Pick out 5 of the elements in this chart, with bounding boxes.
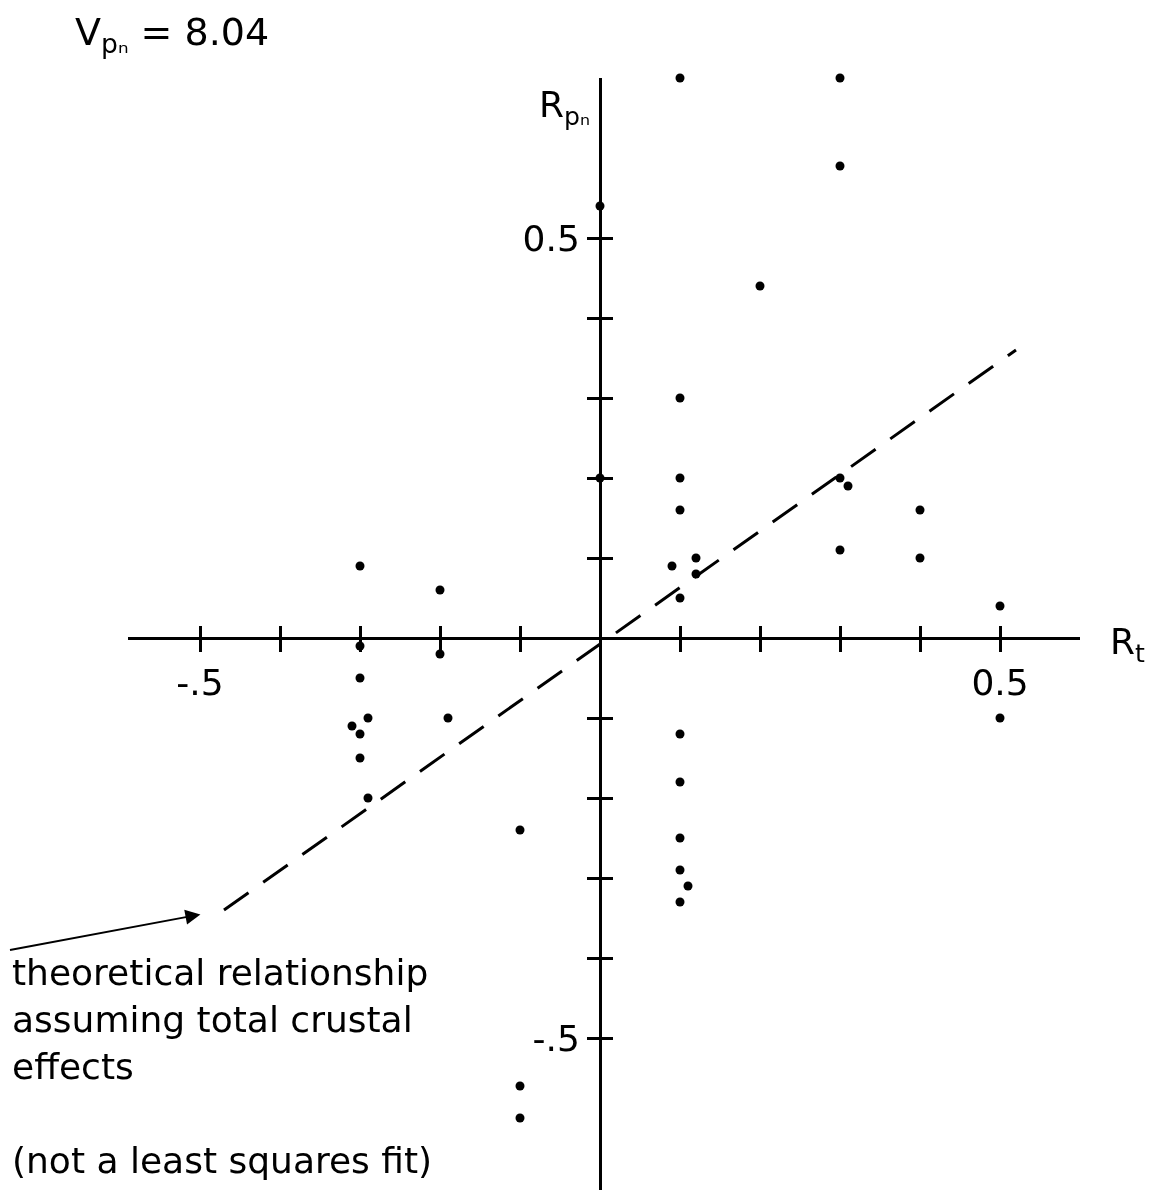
annotation: (not a least squares fit)	[12, 1140, 433, 1181]
annotation: theoretical relationship assuming total crustal effects	[12, 952, 429, 1087]
x-axis-title: R$_{t}$	[1110, 621, 1146, 668]
y-axis-title: R$_{pₙ}$	[539, 84, 591, 131]
chart-title: V$_{pₙ}$ = 8.04	[75, 9, 270, 59]
